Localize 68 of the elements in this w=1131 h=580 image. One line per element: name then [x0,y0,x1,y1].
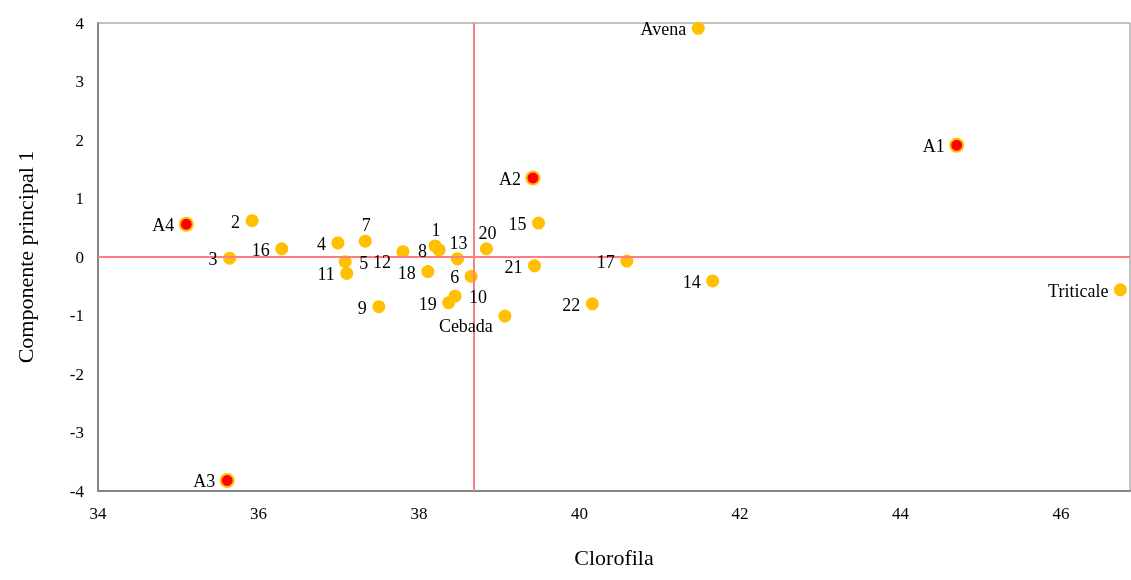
x-tick-label: 40 [570,504,588,523]
annotation: 10 [469,287,488,308]
annotation: 14 [682,271,701,292]
annotation: 21 [504,256,523,277]
annotation: Cebada [438,316,493,337]
y-tick-label: -2 [69,364,84,384]
annotation: A3 [193,471,216,492]
point [585,297,599,311]
annotation: 15 [508,214,527,235]
x-tick-label: 42 [731,504,749,523]
x-tick-label: 46 [1052,504,1070,523]
point [498,309,512,323]
point [525,170,541,186]
x-tick-label: 44 [891,504,910,523]
point [421,265,435,279]
annotation: 8 [418,240,428,261]
point [479,242,493,256]
y-tick-label: 1 [75,189,84,208]
annotation: 19 [418,293,437,314]
annotation: 6 [450,267,460,288]
point [358,234,372,248]
annotation: A2 [498,169,521,190]
x-tick-label: 36 [250,504,267,523]
annotation: 16 [251,239,270,260]
point [432,243,446,257]
annotation: 4 [316,233,326,254]
point [372,300,386,314]
point [245,214,259,228]
annotation: 11 [317,264,335,285]
annotation: 12 [372,251,391,272]
annotation: A4 [152,215,175,236]
annotation: Triticale [1048,280,1109,301]
point [1113,283,1127,297]
point [949,137,965,153]
annotation: 20 [478,222,497,243]
y-tick-label: -3 [69,423,84,442]
x-axis-title: Clorofila [574,544,654,570]
y-tick-label: -4 [69,481,85,501]
point [275,242,289,256]
y-tick-label: 2 [75,130,84,150]
point [532,216,546,230]
y-tick-label: 4 [75,13,85,33]
annotation: 1 [431,219,441,240]
point [178,216,194,232]
annotation: 13 [449,232,468,253]
annotation: A1 [922,136,945,157]
point [340,266,354,280]
point [706,274,720,288]
point [691,21,705,35]
annotation: 3 [208,249,218,270]
annotation: 9 [357,297,367,318]
y-axis-title: Componente principal 1 [12,150,38,364]
y-tick-label: -1 [69,306,84,325]
annotation: 7 [361,215,371,236]
annotation: Avena [640,19,687,40]
x-tick-label: 34 [89,504,107,523]
point [331,236,345,250]
annotation: 5 [359,252,369,273]
y-tick-label: 0 [75,247,84,267]
y-tick-label: 3 [75,72,84,91]
point [442,296,456,310]
annotation: 22 [562,294,581,315]
x-tick-label: 38 [410,504,428,523]
annotation: 17 [596,252,615,273]
point [528,259,542,273]
annotation: 2 [231,211,241,232]
annotation: 18 [397,262,416,283]
point [219,472,235,488]
